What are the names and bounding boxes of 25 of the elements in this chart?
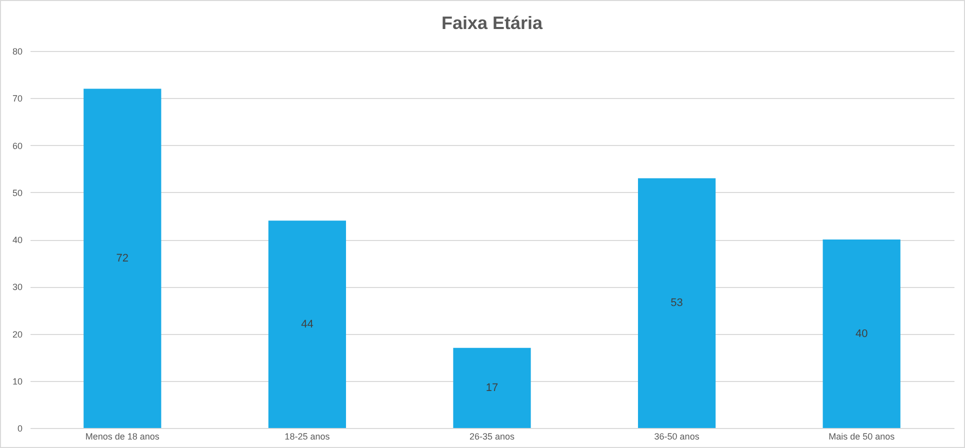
- y-tick-label: 40: [12, 235, 22, 245]
- y-tick-label: 80: [12, 46, 22, 56]
- x-tick-label: 26-35 anos: [469, 432, 516, 442]
- y-tick-label: 70: [12, 94, 22, 104]
- bar: [453, 348, 531, 428]
- x-tick-label: 36-50 anos: [654, 432, 700, 442]
- bar: [268, 220, 346, 428]
- chart-title: Faixa Etária: [441, 13, 544, 33]
- data-label: 17: [486, 382, 498, 394]
- x-tick-label: Mais de 50 anos: [828, 432, 896, 442]
- data-label: 53: [670, 297, 683, 310]
- y-tick-label: 10: [12, 376, 22, 386]
- data-label: 44: [301, 318, 314, 330]
- x-tick-label: Menos de 18 anos: [85, 432, 160, 442]
- x-tick-label: 18-25 anos: [284, 432, 330, 442]
- y-tick-label: 20: [12, 329, 22, 340]
- y-tick-label: 30: [12, 282, 22, 292]
- data-label: 72: [116, 252, 129, 264]
- bar: [84, 88, 162, 428]
- y-tick-label: 50: [12, 188, 22, 198]
- bar: [638, 178, 716, 428]
- y-tick-label: 0: [17, 424, 22, 434]
- y-tick-label: 60: [12, 140, 22, 151]
- bar: [822, 240, 900, 428]
- data-label: 40: [855, 328, 868, 340]
